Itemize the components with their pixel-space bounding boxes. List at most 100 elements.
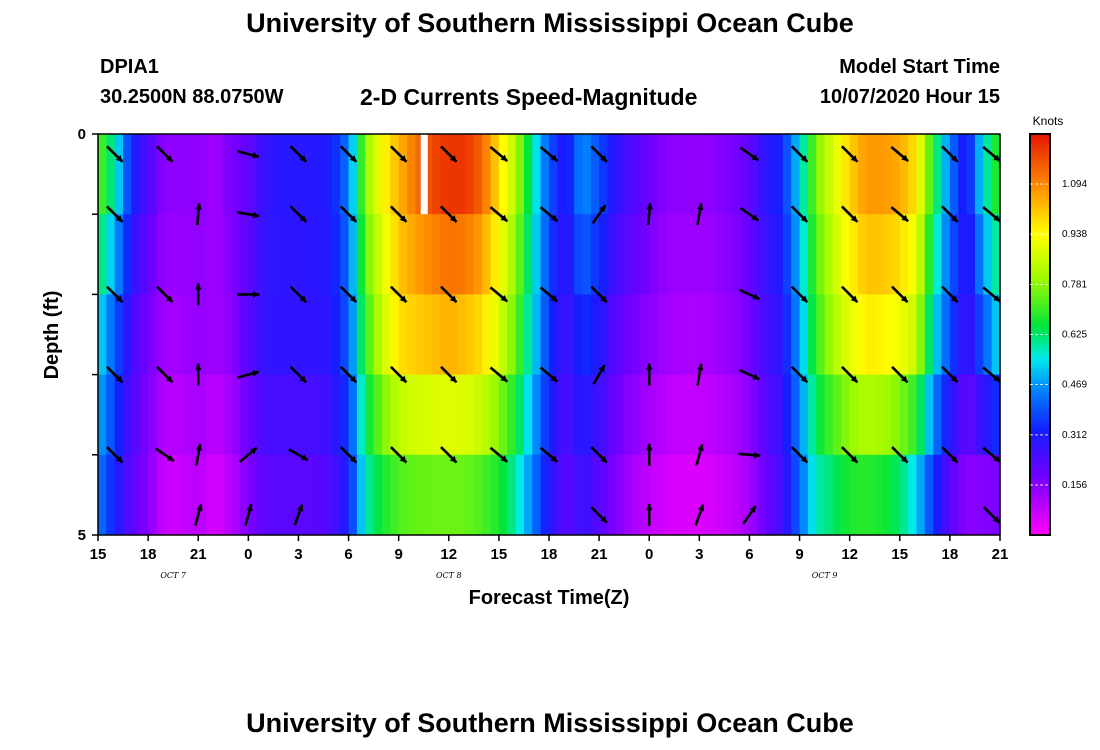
heatmap-cell [306, 454, 316, 536]
current-vector [790, 145, 809, 163]
colorbar-swatch [1030, 424, 1050, 429]
colorbar-swatch [1030, 321, 1050, 326]
heatmap-cell [298, 294, 308, 376]
current-vector [106, 365, 124, 384]
heatmap-cell [189, 214, 199, 295]
heatmap-cell [131, 374, 141, 456]
colorbar-swatch [1030, 458, 1050, 463]
heatmap-cell [106, 214, 116, 295]
colorbar-swatch [1030, 354, 1050, 359]
heatmap-cell [206, 294, 216, 376]
heatmap-cell [356, 454, 366, 536]
current-vector [339, 446, 358, 464]
heatmap-cell [899, 134, 909, 215]
heatmap-cell [281, 214, 291, 295]
heatmap-cell [398, 214, 408, 295]
colorbar-swatch [1030, 361, 1050, 366]
colorbar-swatch [1030, 451, 1050, 456]
heatmap-cell [615, 454, 625, 536]
heatmap-cell [139, 454, 149, 536]
heatmap-cell [649, 294, 659, 376]
heatmap-cell [373, 454, 383, 536]
heatmap-cell [582, 294, 592, 376]
heatmap-cell [148, 214, 158, 295]
heatmap-cell [615, 214, 625, 295]
colorbar-swatch [1030, 431, 1050, 436]
heatmap-cell [323, 294, 333, 376]
heatmap-cell [958, 214, 968, 295]
heatmap-cell [590, 134, 600, 215]
colorbar-swatch [1030, 508, 1050, 513]
colorbar-swatch [1030, 154, 1050, 158]
date-label: OCT 9 [812, 571, 838, 580]
heatmap-cell [632, 374, 642, 456]
heatmap-cell [440, 214, 450, 295]
heatmap-cell [657, 454, 667, 536]
model-start-value: 10/07/2020 Hour 15 [819, 86, 1000, 108]
heatmap-cell [398, 454, 408, 536]
heatmap-cell [891, 214, 901, 295]
heatmap-cell [966, 134, 976, 215]
heatmap-cell [866, 374, 876, 456]
heatmap-cell [131, 214, 141, 295]
current-vector [982, 506, 1001, 524]
current-vector [890, 145, 910, 163]
heatmap-cell [432, 134, 442, 215]
heatmap-cell [148, 454, 158, 536]
heatmap-cell [632, 214, 642, 295]
current-vector [237, 370, 260, 379]
current-vector [194, 363, 202, 386]
heatmap-cell [306, 374, 316, 456]
current-vector [645, 503, 653, 526]
current-vector [645, 363, 653, 386]
current-vector [790, 365, 809, 384]
heatmap-cell [874, 134, 884, 215]
heatmap-cell [640, 134, 650, 215]
current-vector [106, 205, 124, 223]
heatmap-cell [223, 214, 233, 295]
current-vector [941, 145, 959, 163]
colorbar-swatch [1030, 514, 1050, 519]
current-vector [840, 365, 859, 384]
heatmap-cell [824, 134, 834, 215]
colorbar-swatch [1030, 224, 1050, 229]
heatmap-cell [724, 134, 734, 215]
heatmap-cell [749, 454, 759, 536]
heatmap-cell [290, 134, 300, 215]
colorbar-swatch [1030, 511, 1050, 516]
heatmap-cell [532, 294, 542, 376]
heatmap-cell [381, 374, 391, 456]
heatmap-cell [741, 134, 751, 215]
heatmap-cell [457, 134, 467, 215]
heatmap-cell [498, 134, 508, 215]
heatmap-cell [331, 374, 341, 456]
x-tick-label: 9 [795, 546, 803, 563]
colorbar-swatch [1030, 174, 1050, 179]
heatmap-cell [841, 134, 851, 215]
heatmap-cell [866, 454, 876, 536]
heatmap-cell [156, 454, 166, 536]
colorbar-swatch [1030, 367, 1050, 372]
current-vector [194, 283, 202, 306]
heatmap-cell [164, 294, 174, 376]
station-coordinates: 30.2500N 88.0750W [100, 86, 284, 108]
heatmap-cell [632, 454, 642, 536]
heatmap-cell [198, 214, 208, 295]
current-vector [288, 448, 309, 462]
heatmap-cell [540, 294, 550, 376]
heatmap-cell [958, 294, 968, 376]
heatmap-cell [949, 214, 959, 295]
heatmap-cell [315, 374, 325, 456]
heatmap-cell [941, 374, 951, 456]
current-vector [840, 205, 859, 223]
heatmap-cell [791, 214, 801, 295]
heatmap-cell [148, 294, 158, 376]
current-vector [389, 365, 408, 384]
station-id: DPIA1 [100, 56, 159, 78]
heatmap-cell [799, 294, 809, 376]
heatmap-cell [457, 374, 467, 456]
heatmap-cell [448, 214, 458, 295]
heatmap-cell [407, 214, 416, 295]
heatmap-cell [866, 214, 876, 295]
